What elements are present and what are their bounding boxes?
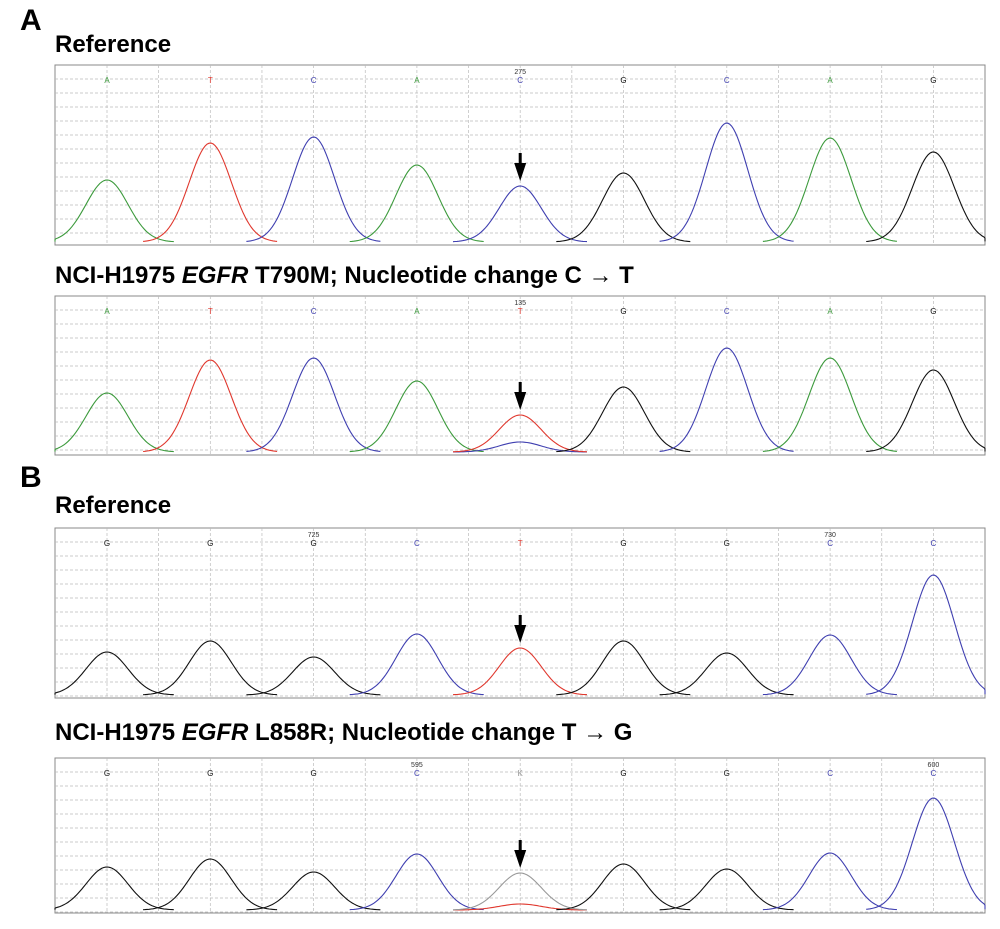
trace-peak bbox=[659, 347, 794, 452]
base-call: C bbox=[414, 539, 420, 548]
trace-peak bbox=[659, 868, 794, 911]
trace-peak bbox=[246, 656, 381, 696]
base-call: C bbox=[311, 307, 317, 316]
trace-peak bbox=[762, 852, 897, 911]
trace-peak bbox=[866, 151, 986, 243]
base-call: C bbox=[311, 76, 317, 85]
arrow-marker bbox=[514, 840, 527, 868]
base-call: G bbox=[620, 769, 626, 778]
trace-peak bbox=[452, 185, 588, 243]
arrow-marker bbox=[514, 153, 527, 181]
trace-peak bbox=[54, 651, 174, 696]
trace-peak bbox=[866, 369, 986, 453]
trace-peak bbox=[556, 386, 691, 453]
base-call: G bbox=[620, 307, 626, 316]
trace-peak bbox=[246, 871, 381, 911]
base-call: G bbox=[724, 539, 730, 548]
base-call: C bbox=[931, 539, 937, 548]
trace-peak bbox=[349, 853, 484, 911]
position-label: 135 bbox=[514, 300, 526, 307]
base-call: G bbox=[724, 769, 730, 778]
base-call: C bbox=[827, 539, 833, 548]
trace-peak bbox=[54, 179, 174, 243]
base-call: T bbox=[518, 539, 523, 548]
trace-peak bbox=[556, 640, 691, 696]
base-call: C bbox=[414, 769, 420, 778]
trace-peak bbox=[659, 122, 794, 242]
base-call: A bbox=[414, 307, 420, 316]
position-label: 600 bbox=[928, 762, 940, 769]
panel-label: B bbox=[20, 461, 42, 494]
trace-peak bbox=[143, 142, 278, 242]
base-call: A bbox=[414, 76, 420, 85]
trace-peak bbox=[246, 357, 381, 452]
title-part: T790M; Nucleotide change C → T bbox=[248, 262, 634, 289]
trace-peak bbox=[556, 172, 691, 243]
trace-peak bbox=[556, 863, 691, 911]
gene-name: EGFR bbox=[182, 262, 249, 289]
base-call: K bbox=[518, 769, 524, 778]
trace-peak bbox=[866, 797, 986, 910]
track-title: Reference bbox=[55, 492, 171, 519]
base-call: A bbox=[104, 76, 110, 85]
trace-peak bbox=[246, 136, 381, 242]
base-call: G bbox=[104, 539, 110, 548]
base-call: C bbox=[724, 307, 730, 316]
base-call: T bbox=[208, 307, 213, 316]
title-part: NCI-H1975 bbox=[55, 719, 182, 746]
base-call: G bbox=[310, 539, 316, 548]
base-call: G bbox=[104, 769, 110, 778]
trace-peak bbox=[866, 574, 986, 695]
position-label: 730 bbox=[824, 532, 836, 539]
base-call: G bbox=[207, 769, 213, 778]
arrow-marker bbox=[514, 382, 527, 410]
track-title: NCI-H1975 EGFR L858R; Nucleotide change … bbox=[55, 719, 632, 746]
trace-peak bbox=[452, 414, 588, 453]
trace-peak bbox=[143, 640, 278, 696]
trace-peak bbox=[349, 633, 484, 696]
base-call: T bbox=[518, 307, 523, 316]
title-part: L858R; Nucleotide change T → G bbox=[248, 719, 632, 746]
position-label: 595 bbox=[411, 762, 423, 769]
trace-peak bbox=[452, 647, 588, 696]
trace-peak bbox=[762, 634, 897, 696]
base-call: A bbox=[827, 307, 833, 316]
base-call: C bbox=[827, 769, 833, 778]
base-call: G bbox=[207, 539, 213, 548]
trace-peak bbox=[54, 392, 174, 453]
trace-peak bbox=[143, 359, 278, 453]
trace-peak bbox=[349, 380, 484, 453]
base-call: C bbox=[517, 76, 523, 85]
base-call: C bbox=[931, 769, 937, 778]
base-call: G bbox=[930, 76, 936, 85]
trace-peak bbox=[659, 652, 794, 696]
base-call: G bbox=[930, 307, 936, 316]
base-call: G bbox=[620, 76, 626, 85]
gene-name: EGFR bbox=[182, 719, 249, 746]
trace-peak bbox=[762, 137, 897, 242]
trace-peak bbox=[349, 164, 484, 243]
arrow-marker bbox=[514, 615, 527, 643]
base-call: A bbox=[827, 76, 833, 85]
base-call: G bbox=[620, 539, 626, 548]
base-call: A bbox=[104, 307, 110, 316]
track-title: Reference bbox=[55, 31, 171, 58]
track-title: NCI-H1975 EGFR T790M; Nucleotide change … bbox=[55, 262, 634, 289]
base-call: G bbox=[310, 769, 316, 778]
trace-peak bbox=[54, 866, 174, 911]
trace-peak bbox=[762, 357, 897, 452]
panel-label: A bbox=[20, 4, 42, 37]
base-call: T bbox=[208, 76, 213, 85]
trace-peak bbox=[143, 858, 278, 911]
position-label: 275 bbox=[514, 69, 526, 76]
trace-peak bbox=[452, 872, 588, 911]
title-part: NCI-H1975 bbox=[55, 262, 182, 289]
base-call: C bbox=[724, 76, 730, 85]
position-label: 725 bbox=[308, 532, 320, 539]
